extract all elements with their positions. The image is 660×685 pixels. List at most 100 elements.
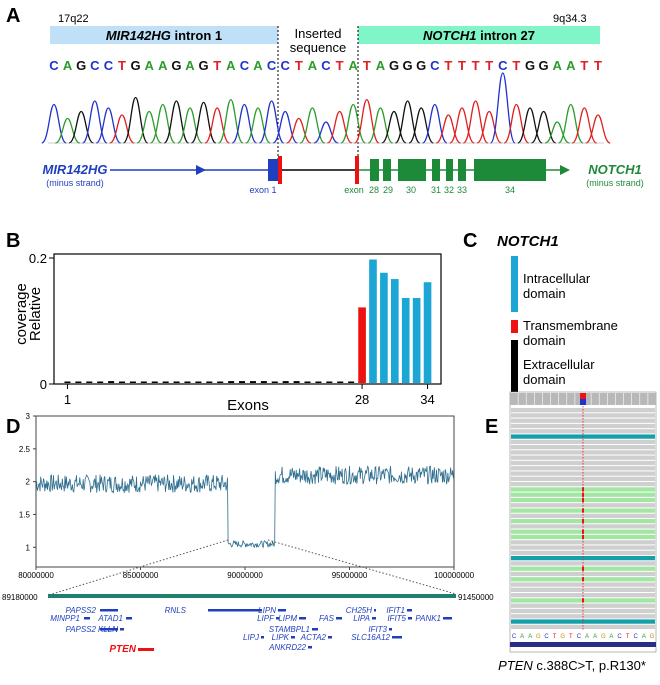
notch1-intron-label: NOTCH1 intron 27 — [423, 28, 535, 43]
notch1-exon-28 — [370, 159, 379, 181]
coverage-bar — [293, 381, 300, 383]
gene-label: LIPN — [258, 606, 276, 615]
gene-label: PAPSS2 — [65, 625, 96, 634]
cn-y-tick-label: 2.5 — [19, 445, 31, 454]
reference-base: T — [626, 634, 630, 640]
sequence-base: C — [240, 58, 250, 73]
region-end-label: 91450000 — [458, 593, 494, 602]
chromatogram-peak — [95, 107, 121, 144]
reference-base: T — [553, 634, 557, 640]
sequence-base: C — [90, 58, 100, 73]
reference-base: C — [544, 634, 549, 640]
sequence-base: G — [389, 58, 399, 73]
coverage-cell — [510, 393, 518, 405]
coverage-cell — [518, 393, 526, 405]
cn-x-tick-label: 100000000 — [434, 571, 475, 580]
y-tick-label: 0.2 — [29, 251, 47, 266]
read-row — [511, 582, 655, 587]
read-row — [511, 619, 655, 624]
legend-label-extracellular-2: domain — [523, 372, 566, 387]
coverage-bar — [304, 381, 311, 383]
chromatogram-peak — [367, 107, 393, 144]
notch1-gene-name: NOTCH1 — [588, 162, 641, 177]
reference-base: G — [560, 634, 565, 640]
coverage-bar — [75, 381, 82, 383]
sequence-base: A — [158, 58, 168, 73]
variant-base — [582, 529, 584, 534]
coverage-bar — [282, 381, 289, 383]
chromatogram-peak — [462, 100, 489, 144]
notch1-intron-box — [358, 26, 600, 44]
legend-label-intracellular-1: Intracellular — [523, 271, 591, 286]
cn-y-tick-label: 1.5 — [19, 510, 31, 519]
gene-label: LIPJ — [243, 633, 260, 642]
sequence-base: A — [308, 58, 318, 73]
coverage-cell — [591, 393, 599, 405]
sequence-base: G — [76, 58, 86, 73]
gene-label: RNLS — [165, 606, 187, 615]
gene-bar — [389, 628, 392, 631]
coverage-bar — [206, 381, 213, 383]
deleted-region-bar — [48, 594, 456, 598]
chromatogram-peak — [435, 114, 461, 144]
breakpoint-marker-right — [355, 156, 359, 184]
y-tick-label: 0 — [40, 377, 47, 392]
sequence-base: A — [226, 58, 236, 73]
read-row — [511, 423, 655, 429]
chromatogram-peak — [571, 107, 597, 144]
coverage-bar — [423, 282, 432, 383]
chromatogram-peak — [299, 107, 325, 144]
exon-number-31: 31 — [431, 185, 441, 195]
reference-base: C — [634, 634, 639, 640]
pten-variant-caption: PTEN c.388C>T, p.R130* — [498, 658, 646, 673]
notch1-exon-31 — [432, 159, 440, 181]
chromatogram-peak — [585, 114, 611, 144]
chromatogram-peak — [381, 110, 407, 144]
gene-label: SLC16A12 — [351, 633, 390, 642]
gene-bar — [291, 636, 295, 639]
reference-base: A — [609, 634, 613, 640]
coverage-cell — [558, 393, 567, 405]
read-row — [511, 445, 655, 450]
gene-bar — [100, 609, 118, 612]
coverage-bar — [108, 381, 115, 383]
mir142hg-exon1 — [268, 159, 278, 181]
exon-number-33: 33 — [457, 185, 467, 195]
sequence-base: G — [131, 58, 141, 73]
panel-letter-d: D — [6, 416, 20, 438]
gene-bar — [374, 609, 376, 612]
chromatogram-peak — [503, 103, 530, 144]
exon-label: exon — [344, 185, 364, 195]
sequence-base: A — [376, 58, 386, 73]
panel-letter-c: C — [463, 230, 477, 252]
chromatogram-peak — [41, 103, 67, 144]
cn-y-tick-label: 3 — [26, 412, 31, 421]
gene-label: MINPP1 — [50, 614, 80, 623]
reference-base: A — [593, 634, 597, 640]
sequence-base: A — [553, 58, 563, 73]
gene-label: CH25H — [346, 606, 372, 615]
chromatogram-peak — [408, 107, 434, 144]
sequence-base: C — [104, 58, 114, 73]
read-row — [511, 603, 655, 608]
legend-title: NOTCH1 — [497, 233, 559, 250]
coverage-bar — [140, 381, 147, 383]
read-row — [511, 624, 655, 629]
coverage-cell — [607, 393, 616, 405]
coverage-bar — [151, 381, 158, 383]
chromatogram-peak — [286, 117, 312, 144]
coverage-cell — [575, 393, 583, 405]
coverage-bar — [119, 381, 126, 383]
coverage-cell — [583, 393, 591, 405]
variant-base — [582, 487, 584, 492]
pten-gene-bar — [138, 648, 154, 651]
legend-swatch-transmembrane — [511, 320, 518, 333]
coverage-bars — [64, 259, 432, 383]
variant-base — [582, 534, 584, 540]
gene-bar — [208, 609, 262, 612]
coverage-ylabel-2: coverage — [13, 283, 30, 345]
reference-base: A — [642, 634, 646, 640]
chromatogram-peak — [489, 72, 516, 144]
